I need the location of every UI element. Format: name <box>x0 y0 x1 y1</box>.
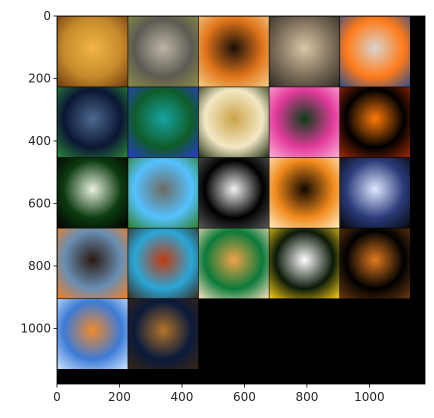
y-tick-label: 400 <box>28 134 51 148</box>
image-tile-deer-at-sunset <box>340 228 411 299</box>
y-tick-label: 800 <box>28 259 51 273</box>
x-tick-label: 600 <box>233 390 256 404</box>
image-tile-elephant <box>128 16 199 87</box>
x-tick-label: 200 <box>108 390 131 404</box>
image-tile-lion-standing <box>128 299 199 370</box>
image-tile-bird-on-branch <box>340 87 411 158</box>
image-tile-panda <box>198 157 269 228</box>
image-tile-peacock <box>128 87 199 158</box>
image-tile-roses <box>269 87 340 158</box>
y-axis: 0 200 400 600 800 1000 <box>20 9 57 335</box>
image-tile-lion <box>57 16 128 87</box>
empty-tile <box>340 299 411 370</box>
empty-tile <box>198 299 269 370</box>
image-tile-kitten <box>198 228 269 299</box>
image-tile-tabby-cat <box>269 16 340 87</box>
y-tick-label: 0 <box>43 9 51 23</box>
image-tile-dog-silhouette <box>340 157 411 228</box>
y-tick-label: 600 <box>28 196 51 210</box>
image-tile-tiger-face <box>269 157 340 228</box>
image-tiles <box>57 16 425 384</box>
image-tile-owl <box>57 87 128 158</box>
image-tile-wildflowers <box>198 87 269 158</box>
y-tick-label: 1000 <box>20 321 51 335</box>
x-axis: 0 200 400 600 800 1000 <box>53 384 385 404</box>
image-tile-toucan <box>57 228 128 299</box>
x-tick-label: 1000 <box>354 390 385 404</box>
axes-frame <box>56 15 426 385</box>
x-tick-label: 800 <box>295 390 318 404</box>
y-tick-label: 200 <box>28 71 51 85</box>
image-tile-elephant-front <box>128 157 199 228</box>
image-tile-astronaut <box>340 16 411 87</box>
image-tile-tiger-standing <box>57 299 128 370</box>
image-tile-daisies <box>269 228 340 299</box>
x-tick-label: 0 <box>53 390 61 404</box>
image-tile-panda-eating <box>57 157 128 228</box>
empty-tile <box>269 299 340 370</box>
image-tile-robin <box>128 228 199 299</box>
image-tile-tiger <box>198 16 269 87</box>
x-tick-label: 400 <box>171 390 194 404</box>
